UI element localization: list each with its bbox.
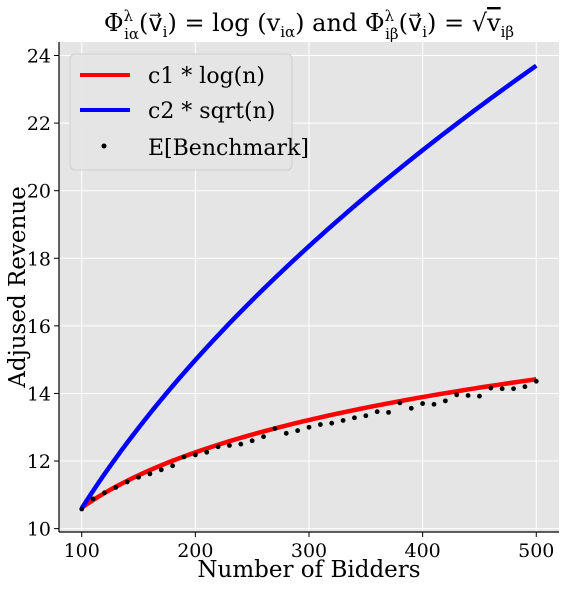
benchmark-point-19 [295, 428, 301, 434]
benchmark-point-7 [158, 467, 164, 473]
title-sub1: iα [124, 25, 139, 43]
title-arg1: (v⃗ [139, 9, 163, 37]
benchmark-point-12 [215, 444, 221, 450]
legend-box [69, 53, 293, 171]
title-eq2: = [436, 9, 471, 37]
x-axis-ticks: 100 200 300 400 500 [64, 532, 554, 562]
benchmark-point-14 [238, 441, 244, 447]
benchmark-point-23 [340, 418, 346, 423]
benchmark-point-22 [329, 420, 335, 426]
title-arg2-close: ) [427, 9, 436, 37]
benchmark-point-28 [397, 400, 403, 406]
title-sqrt-arg-sub: iβ [501, 23, 514, 41]
benchmark-point-10 [192, 452, 198, 458]
x-axis-label: Number of Bidders [197, 557, 420, 583]
benchmark-point-32 [442, 398, 448, 404]
x-tick-label-0: 100 [64, 540, 100, 562]
x-tick-label-3: 400 [405, 540, 441, 562]
title-phi2: Φ [365, 9, 385, 37]
benchmark-point-13 [227, 443, 232, 448]
benchmark-point-34 [465, 393, 471, 398]
benchmark-point-8 [170, 463, 176, 469]
title-eq1: = log (v [177, 9, 281, 37]
benchmark-point-21 [317, 422, 323, 427]
y-axis-ticks: 10 12 14 16 18 20 22 24 [27, 46, 59, 541]
series-line-1 [79, 63, 538, 510]
legend-label-series-0: c1 * log(n) [148, 64, 265, 89]
y-tick-label-5: 20 [27, 181, 51, 203]
benchmark-point-1 [90, 496, 96, 502]
benchmark-point-25 [363, 413, 369, 419]
benchmark-point-31 [431, 401, 437, 407]
benchmark-point-4 [124, 479, 130, 485]
series-line-0 [80, 377, 537, 510]
x-tick-label-1: 200 [177, 540, 213, 562]
benchmark-point-33 [454, 392, 460, 398]
y-tick-label-0: 10 [27, 519, 51, 541]
title-sqrt-arg: v [486, 9, 501, 37]
legend: c1 * log(n) c2 * sqrt(n) E[Benchmark] [69, 53, 309, 171]
benchmark-point-38 [511, 386, 516, 392]
title-and: and [305, 9, 365, 37]
legend-swatch-series-2 [101, 143, 107, 149]
title-eq1-sub: iα [280, 23, 295, 41]
y-tick-label-6: 22 [27, 113, 51, 135]
y-tick-label-1: 12 [27, 451, 51, 473]
benchmark-point-30 [420, 401, 426, 406]
benchmark-point-15 [249, 438, 255, 444]
series-layer [79, 63, 539, 512]
benchmark-point-9 [181, 454, 187, 460]
y-tick-label-4: 18 [27, 248, 51, 270]
title-eq1-close: ) [295, 9, 304, 37]
benchmark-point-29 [408, 405, 414, 411]
x-tick-label-4: 500 [518, 540, 554, 562]
benchmark-point-18 [283, 430, 289, 436]
title-sup1: λ [124, 7, 134, 25]
benchmark-point-20 [306, 424, 312, 430]
legend-label-series-1: c2 * sqrt(n) [148, 99, 275, 124]
title-phi1: Φ [104, 9, 124, 37]
benchmark-point-27 [386, 409, 391, 415]
benchmark-point-24 [352, 415, 357, 421]
title-sub2: iβ [385, 25, 398, 43]
benchmark-point-0 [79, 506, 85, 512]
title-arg2-sub: i [422, 23, 427, 41]
benchmark-point-2 [102, 490, 107, 496]
chart-title: Φλ iα(v⃗i) = log (viα) and Φλ iβ(v⃗i) = √v… [104, 7, 514, 43]
legend-label-series-2: E[Benchmark] [148, 136, 309, 161]
benchmark-point-3 [113, 484, 119, 490]
benchmark-point-35 [477, 393, 482, 399]
title-arg2: (v⃗ [399, 9, 423, 37]
title-sqrt-symbol: √ [472, 9, 488, 37]
title-arg1-close: ) [167, 9, 176, 37]
title-arg1-sub: i [163, 23, 168, 41]
benchmark-point-11 [204, 449, 210, 455]
y-tick-label-3: 16 [27, 316, 51, 338]
y-tick-label-2: 14 [27, 383, 51, 405]
benchmark-point-6 [147, 471, 153, 477]
y-tick-label-7: 24 [27, 46, 51, 68]
benchmark-point-17 [272, 426, 278, 431]
benchmark-point-5 [136, 474, 141, 480]
x-tick-label-2: 300 [291, 540, 327, 562]
benchmark-point-26 [374, 409, 380, 415]
benchmark-point-40 [533, 378, 539, 384]
benchmark-point-39 [522, 384, 528, 390]
benchmark-point-16 [261, 434, 266, 440]
title-sup2: λ [385, 7, 395, 25]
benchmark-point-37 [499, 386, 505, 392]
y-axis-label: Adjused Revenue [5, 186, 31, 389]
benchmark-point-36 [488, 385, 494, 391]
